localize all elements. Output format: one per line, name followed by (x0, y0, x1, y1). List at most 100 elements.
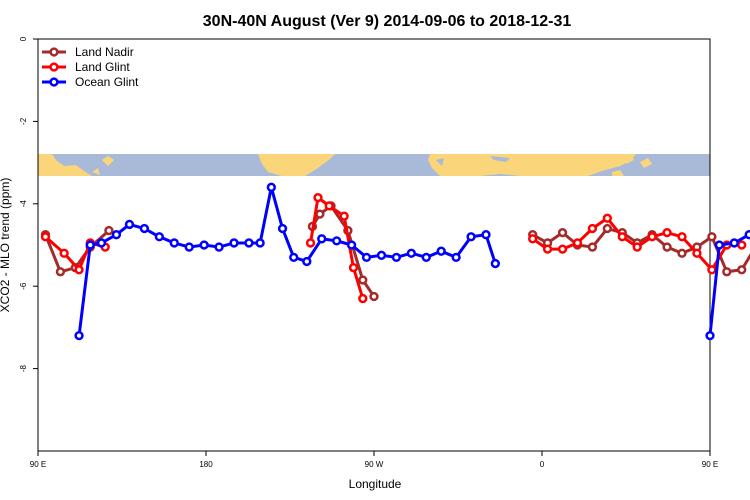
data-point-land-nadir (557, 227, 568, 238)
y-tick-label: -4 (19, 200, 28, 208)
x-tick-label: 0 (540, 460, 545, 469)
data-point-land-nadir (369, 291, 379, 302)
legend-marker (49, 77, 59, 87)
data-point-land-glint (313, 192, 323, 203)
data-point-land-glint (692, 248, 702, 258)
y-tick-label: 0 (19, 36, 28, 41)
data-point-land-nadir (315, 209, 325, 219)
data-point-land-glint (305, 238, 316, 248)
data-point-ocean-glint (199, 240, 209, 250)
data-point-land-glint (662, 227, 672, 238)
legend-label: Ocean Glint (75, 75, 139, 89)
data-point-land-nadir (737, 265, 747, 275)
data-point-land-glint (737, 240, 747, 250)
legend-item-ocean-glint: Ocean Glint (42, 75, 139, 89)
x-tick-label: 90 E (30, 460, 46, 469)
data-point-land-glint (677, 232, 687, 242)
legend-item-land-glint: Land Glint (42, 60, 130, 74)
series-ocean-glint (74, 182, 750, 341)
data-point-ocean-glint (421, 252, 431, 263)
data-point-land-nadir (104, 225, 114, 236)
world-map-band (38, 154, 710, 176)
data-point-land-glint (572, 238, 583, 248)
data-point-ocean-glint (376, 250, 387, 260)
data-point-ocean-glint (169, 238, 179, 248)
y-tick-label: -6 (19, 282, 28, 290)
data-point-ocean-glint (184, 242, 194, 252)
data-point-land-glint (348, 263, 359, 273)
data-point-ocean-glint (266, 182, 276, 192)
data-point-ocean-glint (74, 330, 84, 341)
data-point-land-glint (339, 211, 349, 221)
data-point-ocean-glint (391, 252, 402, 263)
data-point-ocean-glint (332, 236, 342, 246)
data-point-ocean-glint (705, 330, 715, 341)
y-axis: 0 -2 -4 -6 -8 (19, 36, 38, 372)
data-point-land-glint (528, 234, 538, 244)
x-tick-label: 180 (199, 460, 213, 469)
x-axis-label: Longitude (349, 477, 402, 491)
data-point-ocean-glint (111, 230, 122, 240)
data-point-ocean-glint (317, 234, 327, 244)
legend-label: Land Nadir (75, 45, 134, 59)
data-point-ocean-glint (346, 240, 357, 250)
data-point-land-glint (557, 244, 568, 254)
y-tick-label: -8 (19, 364, 28, 372)
data-point-land-nadir (677, 248, 687, 258)
data-point-ocean-glint (406, 248, 416, 258)
data-point-land-glint (542, 244, 553, 254)
data-point-land-glint (587, 223, 598, 234)
legend-label: Land Glint (75, 60, 130, 74)
legend-marker (49, 47, 59, 57)
data-point-land-glint (59, 248, 69, 258)
data-point-ocean-glint (255, 238, 265, 248)
data-point-ocean-glint (466, 232, 476, 242)
data-point-land-nadir (587, 242, 598, 252)
data-point-ocean-glint (277, 223, 288, 234)
data-point-land-glint (707, 265, 717, 275)
legend-marker (49, 62, 59, 72)
legend-item-land-nadir: Land Nadir (42, 45, 134, 59)
data-point-ocean-glint (229, 238, 239, 248)
data-point-land-nadir (358, 275, 368, 285)
chart-title: 30N-40N August (Ver 9) 2014-09-06 to 201… (203, 13, 572, 30)
series-line-land-glint (309, 196, 365, 299)
x-axis: 90 E 180 90 W 0 90 E (30, 451, 718, 469)
data-point-ocean-glint (124, 219, 135, 230)
data-point-land-glint (617, 232, 627, 242)
data-point-ocean-glint (139, 223, 150, 234)
data-point-ocean-glint (714, 240, 724, 250)
data-point-ocean-glint (744, 230, 750, 240)
data-point-ocean-glint (451, 252, 461, 263)
series-land-nadir (40, 201, 750, 302)
data-point-ocean-glint (302, 256, 312, 267)
series-line-ocean-glint (77, 185, 497, 336)
series-layer (40, 182, 750, 341)
data-point-ocean-glint (244, 238, 254, 248)
data-point-ocean-glint (214, 242, 224, 252)
data-point-land-glint (40, 232, 51, 242)
data-point-land-glint (632, 242, 642, 252)
data-point-land-nadir (662, 242, 672, 252)
x-tick-label: 90 W (365, 460, 384, 469)
data-point-land-glint (74, 265, 84, 275)
data-point-land-nadir (602, 223, 612, 234)
data-point-ocean-glint (481, 230, 491, 240)
data-point-land-nadir (55, 267, 66, 277)
data-point-ocean-glint (289, 252, 299, 263)
data-point-ocean-glint (361, 252, 372, 263)
data-point-land-glint (324, 201, 334, 211)
data-point-ocean-glint (96, 238, 107, 248)
data-point-ocean-glint (436, 246, 446, 256)
x-tick-label: 90 E (702, 460, 718, 469)
data-point-land-glint (602, 213, 612, 223)
data-point-ocean-glint (85, 240, 95, 250)
data-point-ocean-glint (729, 238, 739, 248)
data-point-land-nadir (722, 267, 732, 277)
y-axis-label: XCO2 - MLO trend (ppm) (0, 178, 12, 313)
y-tick-label: -2 (19, 117, 28, 125)
plot-frame (37, 38, 711, 452)
data-point-ocean-glint (154, 232, 164, 242)
